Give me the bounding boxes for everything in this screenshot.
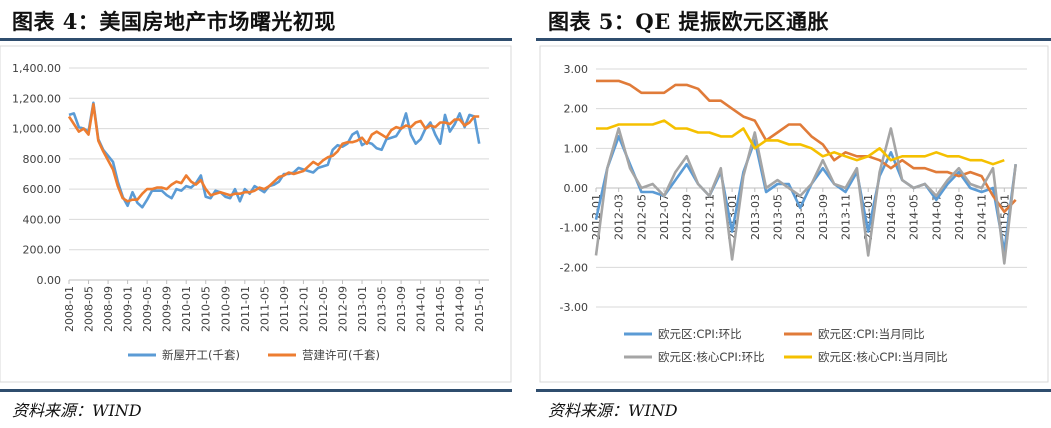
housing-series-line-2 [67, 102, 480, 203]
cpi-y-tick-label: 2.00 [564, 103, 589, 116]
housing-y-tick-label: 1,000.00 [12, 123, 61, 136]
housing-x-tick-label: 2014-05 [434, 286, 447, 332]
housing-series-line-1 [68, 101, 481, 209]
right-figure-title: 图表 5：QE 提振欧元区通胀 [548, 9, 830, 34]
cpi-series-line-4 [596, 119, 1005, 166]
cpi-legend-label-1: 欧元区:CPI:环比 [658, 327, 742, 341]
cpi-x-tick-label: 2013-07 [794, 194, 807, 240]
cpi-x-tick-label: 2014-07 [930, 194, 943, 240]
cpi-x-tick-label: 2014-05 [908, 194, 921, 240]
cpi-frame [539, 45, 1049, 383]
right-source-rule [536, 389, 1051, 392]
housing-x-tick-label: 2011-09 [278, 286, 291, 332]
cpi-y-tick-label: -2.00 [560, 261, 588, 274]
left-title-rule [0, 38, 512, 41]
housing-x-tick-label: 2013-09 [395, 286, 408, 332]
right-chart-area: -3.00 -2.00 -1.00 0.00 1.00 2.00 3.00 2012-01 20… [536, 44, 1051, 384]
housing-x-tick-label: 2012-09 [336, 286, 349, 332]
cpi-y-tick-label: -1.00 [560, 222, 588, 235]
cpi-legend-label-2: 欧元区:CPI:当月同比 [818, 327, 925, 341]
cpi-x-tick-label: 2014-11 [976, 194, 989, 240]
housing-x-tick-label: 2010-09 [219, 286, 232, 332]
cpi-x-tick-label: 2013-09 [817, 194, 830, 240]
housing-x-tick-label: 2013-05 [376, 286, 389, 332]
housing-x-tick-label: 2009-05 [141, 286, 154, 332]
cpi-y-tick-label: 1.00 [564, 142, 589, 155]
housing-y-tick-label: 800.00 [23, 153, 62, 166]
housing-frame [0, 45, 512, 383]
housing-x-tick-label: 2013-01 [356, 286, 369, 332]
housing-x-tick-label: 2008-09 [102, 286, 115, 332]
cpi-legend-label-4: 欧元区:核心CPI:当月同比 [818, 350, 948, 364]
housing-y-tick-label: 0.00 [37, 274, 62, 287]
left-figure-title: 图表 4：美国房地产市场曙光初现 [12, 9, 336, 34]
housing-x-tick-label: 2010-01 [180, 286, 193, 332]
housing-x-tick-label: 2010-05 [200, 286, 213, 332]
cpi-x-tick-label: 2014-03 [885, 194, 898, 240]
cpi-y-tick-label: 3.00 [564, 63, 589, 76]
housing-x-tick-label: 2012-05 [317, 286, 330, 332]
left-source-note: 资料来源：WIND [12, 401, 142, 420]
right-source-note: 资料来源：WIND [548, 401, 678, 420]
cpi-x-tick-label: 2014-09 [953, 194, 966, 240]
housing-chart: 0.00 200.00 400.00 600.00 800.00 1,000.00 1,20… [0, 45, 512, 383]
housing-x-tick-label: 2014-09 [454, 286, 467, 332]
cpi-x-tick-label: 2013-05 [771, 194, 784, 240]
housing-y-tick-label: 200.00 [23, 244, 62, 257]
right-figure-panel: 图表 5：QE 提振欧元区通胀 -3.00 -2.00 -1.00 0.00 1.00 2… [536, 0, 1051, 428]
left-figure-panel: 图表 4：美国房地产市场曙光初现 0.00 200.00 400.00 600.00 8… [0, 0, 512, 428]
housing-x-tick-label: 2009-01 [122, 286, 135, 332]
housing-x-tick-label: 2008-05 [83, 286, 96, 332]
housing-x-tick-label: 2011-01 [239, 286, 252, 332]
housing-x-tick-label: 2011-05 [258, 286, 271, 332]
housing-y-tick-label: 600.00 [23, 183, 62, 196]
left-chart-area: 0.00 200.00 400.00 600.00 800.00 1,000.00 1,20… [0, 44, 512, 384]
cpi-x-tick-label: 2012-11 [703, 194, 716, 240]
cpi-y-tick-label: 0.00 [564, 182, 589, 195]
cpi-series-line-2 [596, 79, 1017, 214]
housing-x-tick-label: 2014-01 [415, 286, 428, 332]
housing-x-tick-label: 2012-01 [297, 286, 310, 332]
right-title-rule [536, 38, 1051, 41]
housing-y-tick-label: 1,400.00 [12, 62, 61, 75]
cpi-x-tick-label: 2012-07 [658, 194, 671, 240]
left-source-rule [0, 389, 512, 392]
cpi-x-tick-label: 2013-11 [840, 194, 853, 240]
cpi-x-tick-label: 2012-09 [681, 194, 694, 240]
cpi-x-tick-label: 2013-03 [749, 194, 762, 240]
housing-y-tick-label: 1,200.00 [12, 92, 61, 105]
cpi-series-line-3 [594, 127, 1017, 265]
housing-x-tick-label: 2015-01 [473, 286, 486, 332]
cpi-x-tick-label: 2012-03 [613, 194, 626, 240]
cpi-x-tick-label: 2012-05 [635, 194, 648, 240]
housing-legend-label-1: 新屋开工(千套) [162, 348, 240, 362]
housing-y-tick-label: 400.00 [23, 213, 62, 226]
housing-x-tick-label: 2008-01 [63, 286, 76, 332]
housing-legend-label-2: 营建许可(千套) [302, 348, 380, 362]
cpi-legend-label-3: 欧元区:核心CPI:环比 [658, 350, 765, 364]
housing-x-tick-label: 2009-09 [161, 286, 174, 332]
cpi-y-tick-label: -3.00 [560, 301, 588, 314]
